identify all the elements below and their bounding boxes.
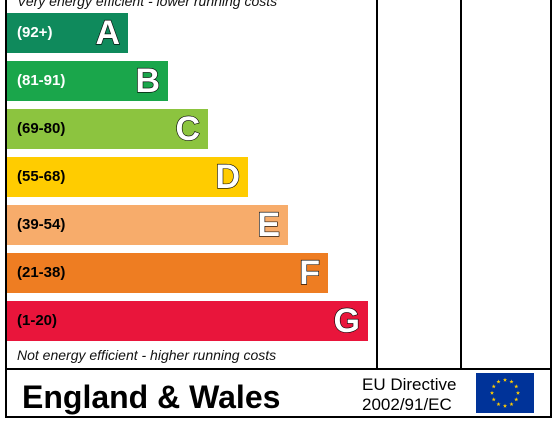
star-icon — [502, 403, 508, 408]
band-letter: B — [135, 62, 161, 100]
epc-frame — [5, 0, 552, 418]
star-icon — [491, 384, 496, 389]
eu-stars-icon — [489, 377, 521, 408]
star-icon — [496, 402, 501, 407]
band-range-label: (39-54) — [17, 216, 66, 233]
current-column-divider — [376, 0, 378, 370]
star-icon — [509, 402, 514, 407]
band-e: (39-54) E — [7, 205, 288, 245]
star-icon — [514, 384, 519, 389]
band-g: (1-20) G — [7, 301, 368, 341]
region-title: England & Wales — [22, 379, 281, 415]
star-icon — [489, 390, 495, 395]
top-note: Very energy efficient - lower running co… — [17, 0, 278, 9]
star-icon — [502, 377, 508, 382]
band-range-label: (55-68) — [17, 168, 66, 185]
band-c: (69-80) C — [7, 109, 208, 149]
directive-line-1: EU Directive — [362, 375, 457, 394]
eu-directive-text: EU Directive 2002/91/EC — [362, 375, 456, 415]
band-letter: G — [333, 302, 361, 340]
footer-divider — [5, 368, 552, 370]
band-range-label: (81-91) — [17, 72, 66, 89]
band-a: (92+) A — [7, 13, 128, 53]
band-letter: D — [215, 158, 241, 196]
star-icon — [509, 379, 514, 384]
band-f: (21-38) F — [7, 253, 328, 293]
band-d: (55-68) D — [7, 157, 248, 197]
star-icon — [514, 397, 519, 402]
band-letter: F — [299, 254, 321, 292]
band-range-label: (21-38) — [17, 264, 66, 281]
star-icon — [496, 379, 501, 384]
band-range-label: (92+) — [17, 24, 53, 41]
eu-flag-icon — [476, 373, 534, 413]
band-letter: E — [257, 206, 281, 244]
band-range-label: (1-20) — [17, 312, 58, 329]
band-letter: C — [175, 110, 201, 148]
band-range-label: (69-80) — [17, 120, 66, 137]
bottom-note: Not energy efficient - higher running co… — [17, 347, 277, 363]
star-icon — [491, 397, 496, 402]
band-letter: A — [95, 14, 121, 52]
potential-column-divider — [460, 0, 462, 370]
star-icon — [515, 390, 521, 395]
band-b: (81-91) B — [7, 61, 168, 101]
directive-line-2: 2002/91/EC — [362, 395, 452, 414]
